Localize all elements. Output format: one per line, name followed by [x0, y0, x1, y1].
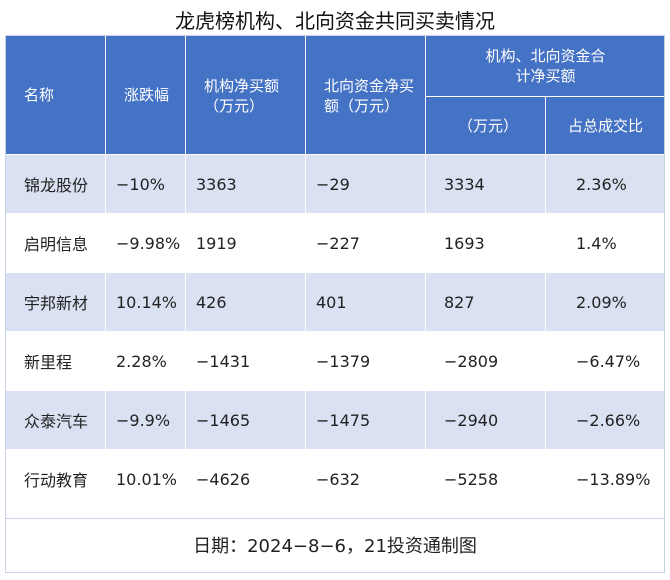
table-row: 众泰汽车 −9.9% −1465 −1475 −2940 −2.66% — [5, 390, 666, 450]
cell-combined: 1693 — [425, 213, 546, 273]
table-row: 启明信息 −9.98% 1919 −227 1693 1.4% — [5, 213, 666, 273]
cell-change: 10.01% — [105, 449, 186, 509]
header-change: 涨跌幅 — [105, 35, 186, 155]
cell-name: 行动教育 — [5, 449, 106, 509]
cell-ratio: −2.66% — [545, 390, 666, 450]
cell-combined: 827 — [425, 272, 546, 332]
cell-north-net: −227 — [305, 213, 426, 273]
header-combined-group: 机构、北向资金合计净买额 — [425, 35, 666, 97]
cell-change: 10.14% — [105, 272, 186, 332]
cell-inst-net: 1919 — [185, 213, 306, 273]
cell-north-net: 401 — [305, 272, 426, 332]
cell-combined: −2940 — [425, 390, 546, 450]
header-combined-group-text: 机构、北向资金合计净买额 — [485, 47, 606, 85]
cell-inst-net: −1465 — [185, 390, 306, 450]
cell-name: 启明信息 — [5, 213, 106, 273]
header-inst-net: 机构净买额（万元） — [185, 35, 306, 155]
cell-change: −10% — [105, 154, 186, 214]
cell-inst-net: −4626 — [185, 449, 306, 509]
cell-ratio: −13.89% — [545, 449, 666, 509]
cell-north-net: −1475 — [305, 390, 426, 450]
cell-inst-net: 3363 — [185, 154, 306, 214]
table-title: 龙虎榜机构、北向资金共同买卖情况 — [175, 9, 495, 33]
cell-ratio: 1.4% — [545, 213, 666, 273]
table-row: 行动教育 10.01% −4626 −632 −5258 −13.89% — [5, 449, 666, 509]
cell-north-net: −29 — [305, 154, 426, 214]
cell-ratio: 2.09% — [545, 272, 666, 332]
cell-name: 锦龙股份 — [5, 154, 106, 214]
cell-ratio: −6.47% — [545, 331, 666, 391]
cell-change: −9.98% — [105, 213, 186, 273]
source-footer: 日期：2024−8−6，21投资通制图 — [5, 518, 665, 573]
cell-combined: 3334 — [425, 154, 546, 214]
cell-combined: −5258 — [425, 449, 546, 509]
table-row: 新里程 2.28% −1431 −1379 −2809 −6.47% — [5, 331, 666, 391]
cell-inst-net: 426 — [185, 272, 306, 332]
header-combined-amount: （万元） — [425, 96, 546, 155]
table-row: 锦龙股份 −10% 3363 −29 3334 2.36% — [5, 154, 666, 214]
cell-north-net: −1379 — [305, 331, 426, 391]
cell-change: −9.9% — [105, 390, 186, 450]
cell-ratio: 2.36% — [545, 154, 666, 214]
cell-inst-net: −1431 — [185, 331, 306, 391]
header-name: 名称 — [5, 35, 106, 155]
cell-name: 新里程 — [5, 331, 106, 391]
table-row: 宇邦新材 10.14% 426 401 827 2.09% — [5, 272, 666, 332]
data-table: 名称 涨跌幅 机构净买额（万元） 北向资金净买额（万元） 机构、北向资金合计净买… — [5, 35, 666, 509]
cell-north-net: −632 — [305, 449, 426, 509]
header-north-net: 北向资金净买额（万元） — [305, 35, 426, 155]
cell-name: 众泰汽车 — [5, 390, 106, 450]
cell-change: 2.28% — [105, 331, 186, 391]
cell-combined: −2809 — [425, 331, 546, 391]
cell-name: 宇邦新材 — [5, 272, 106, 332]
header-combined-ratio: 占总成交比 — [545, 96, 666, 155]
